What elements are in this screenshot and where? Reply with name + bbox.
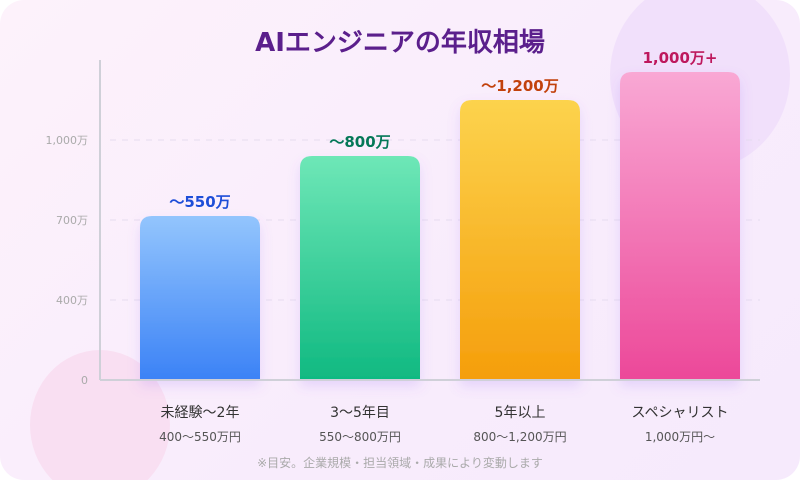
category-range: 1,000万円〜 (644, 430, 716, 444)
x-category: 未経験〜2年 400〜550万円 (120, 402, 280, 445)
y-tick-label: 400万 (56, 294, 88, 307)
y-tick-label: 700万 (56, 214, 88, 227)
bar-value-label: 〜1,200万 (481, 77, 558, 95)
category-name: スペシャリスト (631, 405, 729, 421)
bar-value-label: 〜800万 (329, 133, 390, 151)
x-category: 3〜5年目 550〜800万円 (280, 402, 440, 445)
category-range: 800〜1,200万円 (473, 430, 567, 444)
x-category: 5年以上 800〜1,200万円 (440, 402, 600, 445)
y-tick-label: 0 (81, 374, 88, 387)
chart-title: AIエンジニアの年収相場 (255, 28, 545, 58)
bar (300, 156, 420, 380)
bar (140, 216, 260, 380)
bar-value-label: 1,000万+ (642, 49, 717, 67)
x-category: スペシャリスト 1,000万円〜 (600, 402, 760, 445)
category-name: 未経験〜2年 (160, 405, 240, 421)
y-tick-label: 1,000万 (46, 134, 89, 147)
bar-value-label: 〜550万 (169, 193, 230, 211)
category-name: 3〜5年目 (330, 405, 390, 421)
category-range: 400〜550万円 (159, 430, 241, 444)
bar (460, 100, 580, 380)
category-range: 550〜800万円 (319, 430, 401, 444)
bar (620, 72, 740, 380)
footnote: ※目安。企業規模・担当領域・成果により変動します (257, 456, 543, 470)
category-name: 5年以上 (494, 405, 546, 421)
